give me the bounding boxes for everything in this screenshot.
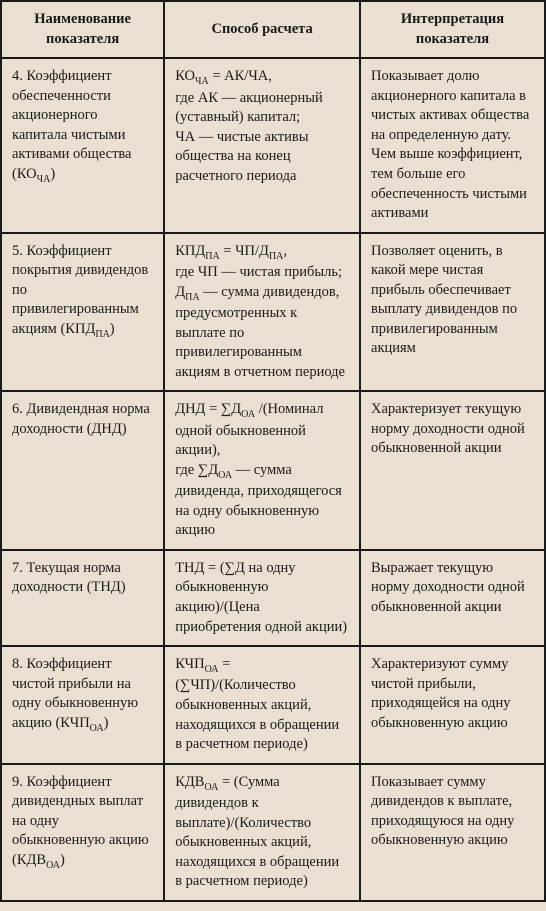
table-row: 8. Коэффициент чистой прибыли на одну об… [1,646,545,764]
table-row: 5. Коэффициент покрытия дивидендов по пр… [1,233,545,392]
table-row: 6. Дивидендная норма доходности (ДНД)ДНД… [1,391,545,550]
cell-indicator-name: 9. Коэффициент дивидендных выплат на одн… [1,764,164,901]
cell-indicator-name: 4. Коэффициент обеспеченности акционерно… [1,58,164,233]
cell-interpretation: Характеризуют сумму чистой прибыли, прих… [360,646,545,764]
cell-indicator-name: 5. Коэффициент покрытия дивидендов по пр… [1,233,164,392]
table-header-row: Наименование показателя Способ расчета И… [1,1,545,58]
col-header-interp: Интерпретация показателя [360,1,545,58]
cell-indicator-name: 7. Текущая норма доходности (ТНД) [1,550,164,646]
indicators-table: Наименование показателя Способ расчета И… [0,0,546,902]
cell-indicator-name: 8. Коэффициент чистой прибыли на одну об… [1,646,164,764]
cell-calculation: КЧПОА = (∑ЧП)/(Количество обыкновенных а… [164,646,360,764]
cell-calculation: КОЧА = АК/ЧА,где АК — акционерный (устав… [164,58,360,233]
cell-interpretation: Позволяет оценить, в какой мере чистая п… [360,233,545,392]
cell-calculation: ТНД = (∑Д на одну обыкновенную акцию)/(Ц… [164,550,360,646]
table-body: 4. Коэффициент обеспеченности акционерно… [1,58,545,901]
cell-interpretation: Выражает текущую норму доходности одной … [360,550,545,646]
cell-interpretation: Показывает долю акционерного капитала в … [360,58,545,233]
col-header-name: Наименование показателя [1,1,164,58]
cell-interpretation: Показывает сумму дивидендов к выплате, п… [360,764,545,901]
cell-calculation: ДНД = ∑ДОА /(Номинал одной обыкновенной … [164,391,360,550]
table-row: 7. Текущая норма доходности (ТНД)ТНД = (… [1,550,545,646]
cell-indicator-name: 6. Дивидендная норма доходности (ДНД) [1,391,164,550]
col-header-calc: Способ расчета [164,1,360,58]
cell-calculation: КПДПА = ЧП/ДПА,где ЧП — чистая прибыль; … [164,233,360,392]
cell-interpretation: Характеризует текущую норму доходности о… [360,391,545,550]
table-row: 4. Коэффициент обеспеченности акционерно… [1,58,545,233]
table-row: 9. Коэффициент дивидендных выплат на одн… [1,764,545,901]
cell-calculation: КДВОА = (Сумма дивидендов к выплате)/(Ко… [164,764,360,901]
